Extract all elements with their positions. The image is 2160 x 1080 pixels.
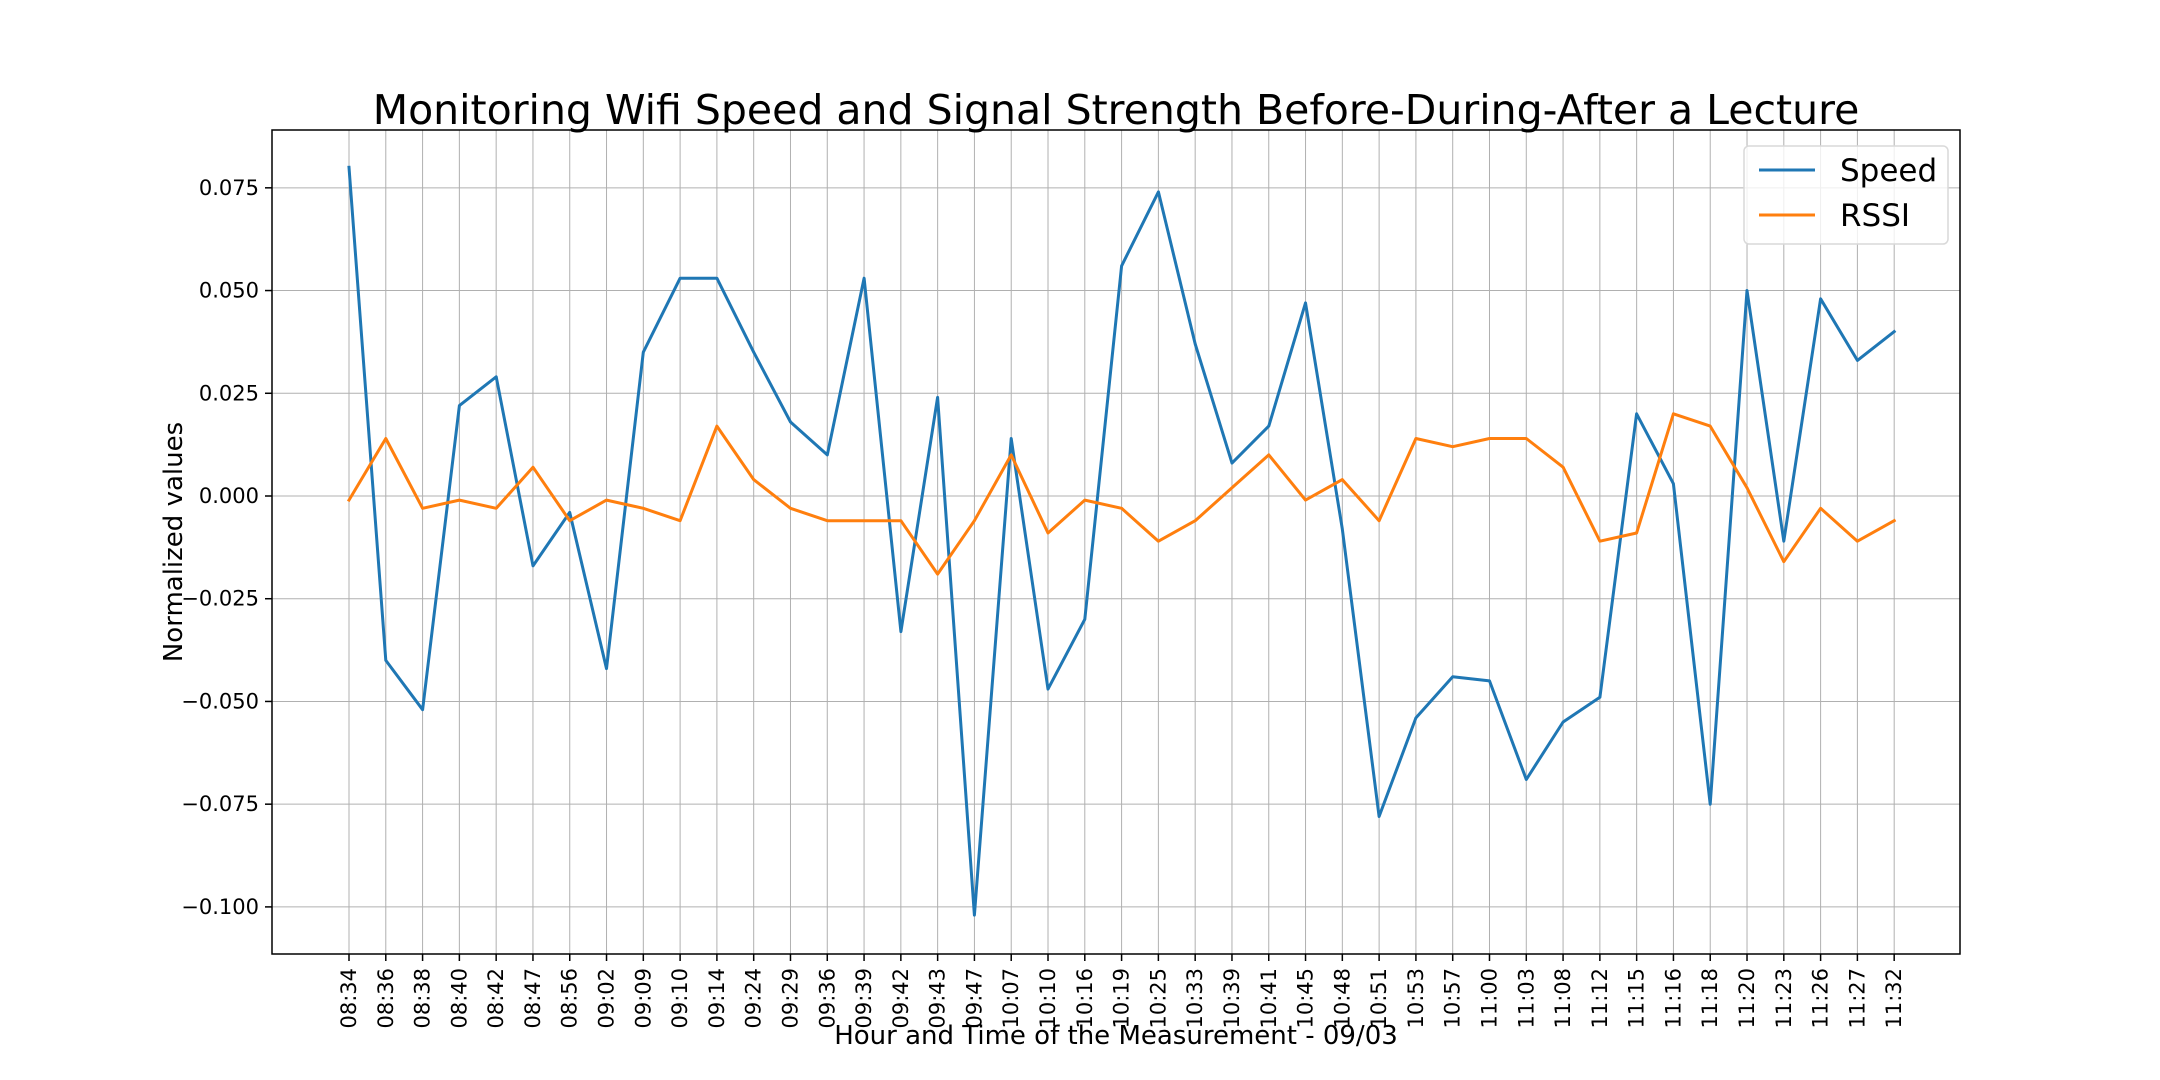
y-tick-label: −0.025 (181, 587, 259, 611)
y-axis-title: Normalized values (159, 422, 189, 662)
grid (272, 130, 1960, 954)
x-tick-label: 09:36 (815, 968, 839, 1029)
x-tick-label: 10:16 (1073, 968, 1097, 1029)
x-tick-label: 11:32 (1882, 968, 1906, 1029)
y-tick-label: 0.075 (199, 176, 259, 200)
x-tick-label: 10:41 (1257, 968, 1281, 1029)
legend-label-rssi: RSSI (1840, 198, 1910, 234)
plot-area-frame (271, 129, 1961, 955)
y-tick-label: −0.100 (181, 895, 259, 919)
x-tick-label: 10:48 (1330, 968, 1354, 1029)
x-tick-label: 11:20 (1735, 968, 1759, 1029)
x-axis-title: Hour and Time of the Measurement - 09/03 (834, 1021, 1398, 1051)
legend: Speed RSSI (1743, 145, 1949, 245)
x-tick-label: 08:47 (521, 968, 545, 1029)
x-tick-label: 11:00 (1477, 968, 1501, 1029)
x-tick-label: 10:07 (999, 968, 1023, 1029)
series-lines (346, 165, 1897, 917)
x-tick-label: 10:45 (1294, 968, 1318, 1029)
x-tick-label: 11:16 (1661, 968, 1685, 1029)
x-axis-ticks: 08:34 08:36 08:38 08:40 08:42 08:47 08:56 09:02… (337, 954, 1906, 1029)
x-tick-label: 10:19 (1110, 968, 1134, 1029)
x-tick-label: 08:42 (484, 968, 508, 1029)
x-tick-label: 08:38 (411, 968, 435, 1029)
x-tick-label: 10:51 (1367, 968, 1391, 1029)
series-line-rssi (346, 412, 1897, 576)
y-axis-ticks: 0.075 0.050 0.025 0.000 −0.025 −0.050 −0.075 −0… (181, 176, 272, 919)
x-tick-label: 11:15 (1625, 968, 1649, 1029)
x-tick-label: 10:33 (1183, 968, 1207, 1029)
x-tick-label: 09:47 (962, 968, 986, 1029)
y-tick-label: −0.075 (181, 792, 259, 816)
chart-title: Monitoring Wifi Speed and Signal Strengt… (373, 86, 1860, 134)
x-tick-label: 10:10 (1036, 968, 1060, 1029)
y-tick-label: 0.025 (199, 381, 259, 405)
x-tick-label: 11:23 (1772, 968, 1796, 1029)
x-tick-label: 08:36 (374, 968, 398, 1029)
x-tick-label: 11:12 (1588, 968, 1612, 1029)
x-tick-label: 11:27 (1845, 968, 1869, 1029)
x-tick-label: 09:39 (852, 968, 876, 1029)
x-tick-label: 11:08 (1551, 968, 1575, 1029)
x-tick-label: 09:42 (889, 968, 913, 1029)
x-tick-label: 09:43 (926, 968, 950, 1029)
y-tick-label: −0.050 (181, 689, 259, 713)
y-tick-label: 0.050 (199, 279, 259, 303)
x-tick-label: 09:09 (631, 968, 655, 1029)
x-tick-label: 09:24 (742, 968, 766, 1029)
x-tick-label: 10:25 (1146, 968, 1170, 1029)
series-line-speed (347, 165, 1897, 917)
x-tick-label: 09:10 (668, 968, 692, 1029)
x-tick-label: 10:57 (1441, 968, 1465, 1029)
x-tick-label: 10:53 (1404, 968, 1428, 1029)
x-tick-label: 08:56 (558, 968, 582, 1029)
x-tick-label: 11:26 (1809, 968, 1833, 1029)
x-tick-label: 08:40 (447, 968, 471, 1029)
x-tick-label: 09:02 (595, 968, 619, 1029)
x-tick-label: 11:03 (1514, 968, 1538, 1029)
x-tick-label: 08:34 (337, 968, 361, 1029)
x-tick-label: 09:29 (778, 968, 802, 1029)
y-tick-label: 0.000 (199, 484, 259, 508)
x-tick-label: 10:39 (1220, 968, 1244, 1029)
x-tick-label: 11:18 (1698, 968, 1722, 1029)
x-tick-label: 09:14 (705, 968, 729, 1029)
legend-label-speed: Speed (1840, 153, 1937, 189)
